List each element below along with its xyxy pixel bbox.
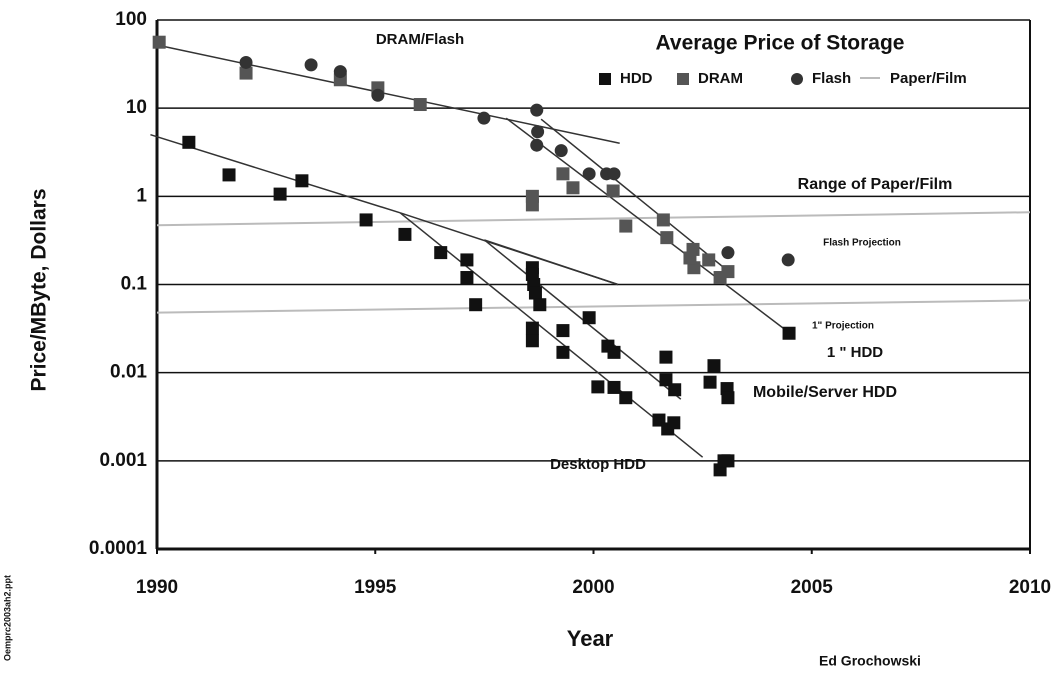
point (556, 167, 570, 181)
point (273, 187, 287, 201)
point (702, 253, 716, 267)
point (721, 454, 735, 468)
y-axis-label: Price/MByte, Dollars (28, 188, 51, 391)
x-axis-label: Year (567, 626, 614, 651)
point (703, 375, 717, 389)
point (619, 391, 633, 405)
annotation: Flash Projection (823, 238, 901, 249)
point (525, 198, 539, 212)
annotation: 1 " HDD (827, 344, 883, 361)
point (525, 321, 539, 335)
point (707, 359, 721, 373)
point (607, 167, 621, 181)
point (556, 324, 570, 338)
y-tick-label: 0.01 (110, 362, 147, 383)
x-tick-label: 2000 (572, 577, 614, 598)
point (556, 345, 570, 359)
point (469, 298, 483, 312)
point (668, 383, 682, 397)
point (398, 227, 412, 241)
legend-label: Paper/Film (890, 70, 967, 87)
point (239, 55, 253, 69)
point (152, 35, 166, 49)
point (566, 181, 580, 195)
point (607, 380, 621, 394)
x-tick-label: 1990 (136, 577, 178, 598)
point (582, 311, 596, 325)
point (304, 58, 318, 72)
point (591, 380, 605, 394)
point (659, 373, 673, 387)
trend-line (484, 239, 619, 286)
annotation: Mobile/Server HDD (753, 384, 897, 401)
trend-line (505, 117, 791, 334)
point (721, 246, 735, 260)
x-tick-label: 1995 (354, 577, 397, 598)
point (607, 345, 621, 359)
point (656, 213, 670, 227)
point (477, 111, 491, 125)
point (659, 350, 673, 364)
point (413, 98, 427, 112)
trend-line (399, 212, 704, 458)
y-tick-label: 1 (136, 185, 147, 206)
paper-film-line (156, 299, 1031, 314)
point (687, 261, 701, 275)
trend-line (540, 118, 730, 273)
point (782, 326, 796, 340)
point (619, 219, 633, 233)
legend-label: HDD (620, 70, 653, 87)
file-label: Oemprc2003ah2.ppt (2, 575, 12, 661)
paper-film-line (156, 211, 1031, 227)
point (721, 391, 735, 405)
y-tick-label: 0.001 (99, 450, 147, 471)
point (667, 416, 681, 430)
legend-marker (677, 73, 689, 85)
point (528, 286, 542, 300)
annotation: Desktop HDD (550, 456, 646, 473)
point (660, 231, 674, 245)
y-tick-label: 100 (115, 9, 147, 30)
y-tick-label: 0.0001 (89, 538, 148, 559)
point (182, 135, 196, 149)
point (606, 184, 620, 198)
point (530, 103, 544, 117)
point (434, 246, 448, 260)
point (525, 267, 539, 281)
point (333, 65, 347, 79)
point (683, 251, 697, 265)
point (239, 66, 253, 80)
annotation: DRAM/Flash (376, 31, 464, 48)
annotation: Ed Grochowski (819, 653, 921, 669)
y-tick-label: 10 (126, 97, 147, 118)
legend-label: DRAM (698, 70, 743, 87)
legend-marker (791, 73, 803, 85)
x-tick-label: 2010 (1009, 577, 1051, 598)
chart-title: Average Price of Storage (656, 32, 905, 55)
trend-line (156, 44, 620, 144)
legend-label: Flash (812, 70, 851, 87)
point (533, 298, 547, 312)
y-tick-label: 0.1 (121, 274, 148, 295)
point (554, 144, 568, 158)
annotation: Range of Paper/Film (798, 176, 953, 193)
point (359, 213, 373, 227)
point (781, 253, 795, 267)
x-tick-label: 2005 (791, 577, 834, 598)
point (525, 334, 539, 348)
point (531, 125, 545, 139)
point (530, 138, 544, 152)
point (460, 253, 474, 267)
annotation: 1" Projection (812, 321, 874, 332)
legend-marker (599, 73, 611, 85)
trend-line (483, 239, 682, 400)
point (371, 88, 385, 102)
point (582, 167, 596, 181)
point (460, 271, 474, 285)
point (295, 174, 309, 188)
point (721, 265, 735, 279)
point (222, 168, 236, 182)
